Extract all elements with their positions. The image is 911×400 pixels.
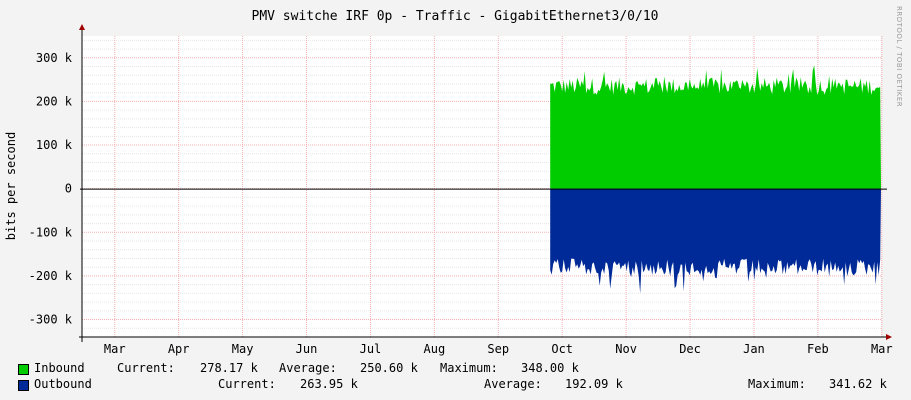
outbound-maximum-value: 341.62 k bbox=[829, 377, 887, 391]
x-tick-label: Dec bbox=[679, 342, 701, 356]
outbound-current-label: Current: bbox=[218, 377, 276, 391]
inbound-swatch bbox=[18, 364, 29, 375]
x-tick-label: Mar bbox=[871, 342, 893, 356]
inbound-maximum-label: Maximum: bbox=[440, 361, 498, 375]
inbound-name: Inbound bbox=[34, 361, 85, 375]
y-axis-arrow bbox=[79, 24, 85, 30]
x-tick-label: May bbox=[232, 342, 254, 356]
y-tick-label: 0 bbox=[65, 182, 72, 196]
rrdtool-watermark: RRDTOOL / TOBI OETIKER bbox=[895, 6, 903, 108]
outbound-average-label: Average: bbox=[484, 377, 542, 391]
y-tick-label: 100 k bbox=[36, 138, 73, 152]
inbound-current-value: 278.17 k bbox=[200, 361, 258, 375]
outbound-maximum-label: Maximum: bbox=[748, 377, 806, 391]
inbound-maximum-value: 348.00 k bbox=[521, 361, 579, 375]
outbound-current-value: 263.95 k bbox=[300, 377, 358, 391]
y-tick-label: -300 k bbox=[29, 313, 73, 327]
x-tick-label: Jun bbox=[296, 342, 318, 356]
x-tick-label: Mar bbox=[104, 342, 126, 356]
y-tick-label: -200 k bbox=[29, 269, 73, 283]
inbound-average-value: 250.60 k bbox=[360, 361, 418, 375]
outbound-name: Outbound bbox=[34, 377, 92, 391]
y-tick-label: 300 k bbox=[36, 51, 73, 65]
x-tick-label: Sep bbox=[487, 342, 509, 356]
x-axis-arrow bbox=[886, 334, 892, 340]
y-tick-label: 200 k bbox=[36, 94, 73, 108]
outbound-average-value: 192.09 k bbox=[565, 377, 623, 391]
x-tick-label: Jul bbox=[360, 342, 382, 356]
x-tick-label: Jan bbox=[743, 342, 765, 356]
x-tick-label: Nov bbox=[615, 342, 637, 356]
inbound-average-label: Average: bbox=[279, 361, 337, 375]
inbound-area bbox=[550, 65, 881, 189]
x-tick-label: Apr bbox=[168, 342, 190, 356]
chart-title: PMV switche IRF 0p - Traffic - GigabitEt… bbox=[252, 9, 659, 24]
y-axis-label: bits per second bbox=[4, 132, 18, 240]
y-tick-label: -100 k bbox=[29, 225, 73, 239]
x-tick-label: Aug bbox=[424, 342, 446, 356]
outbound-area bbox=[550, 188, 881, 294]
x-tick-label: Oct bbox=[551, 342, 573, 356]
outbound-swatch bbox=[18, 380, 29, 391]
x-tick-label: Feb bbox=[807, 342, 829, 356]
inbound-current-label: Current: bbox=[117, 361, 175, 375]
